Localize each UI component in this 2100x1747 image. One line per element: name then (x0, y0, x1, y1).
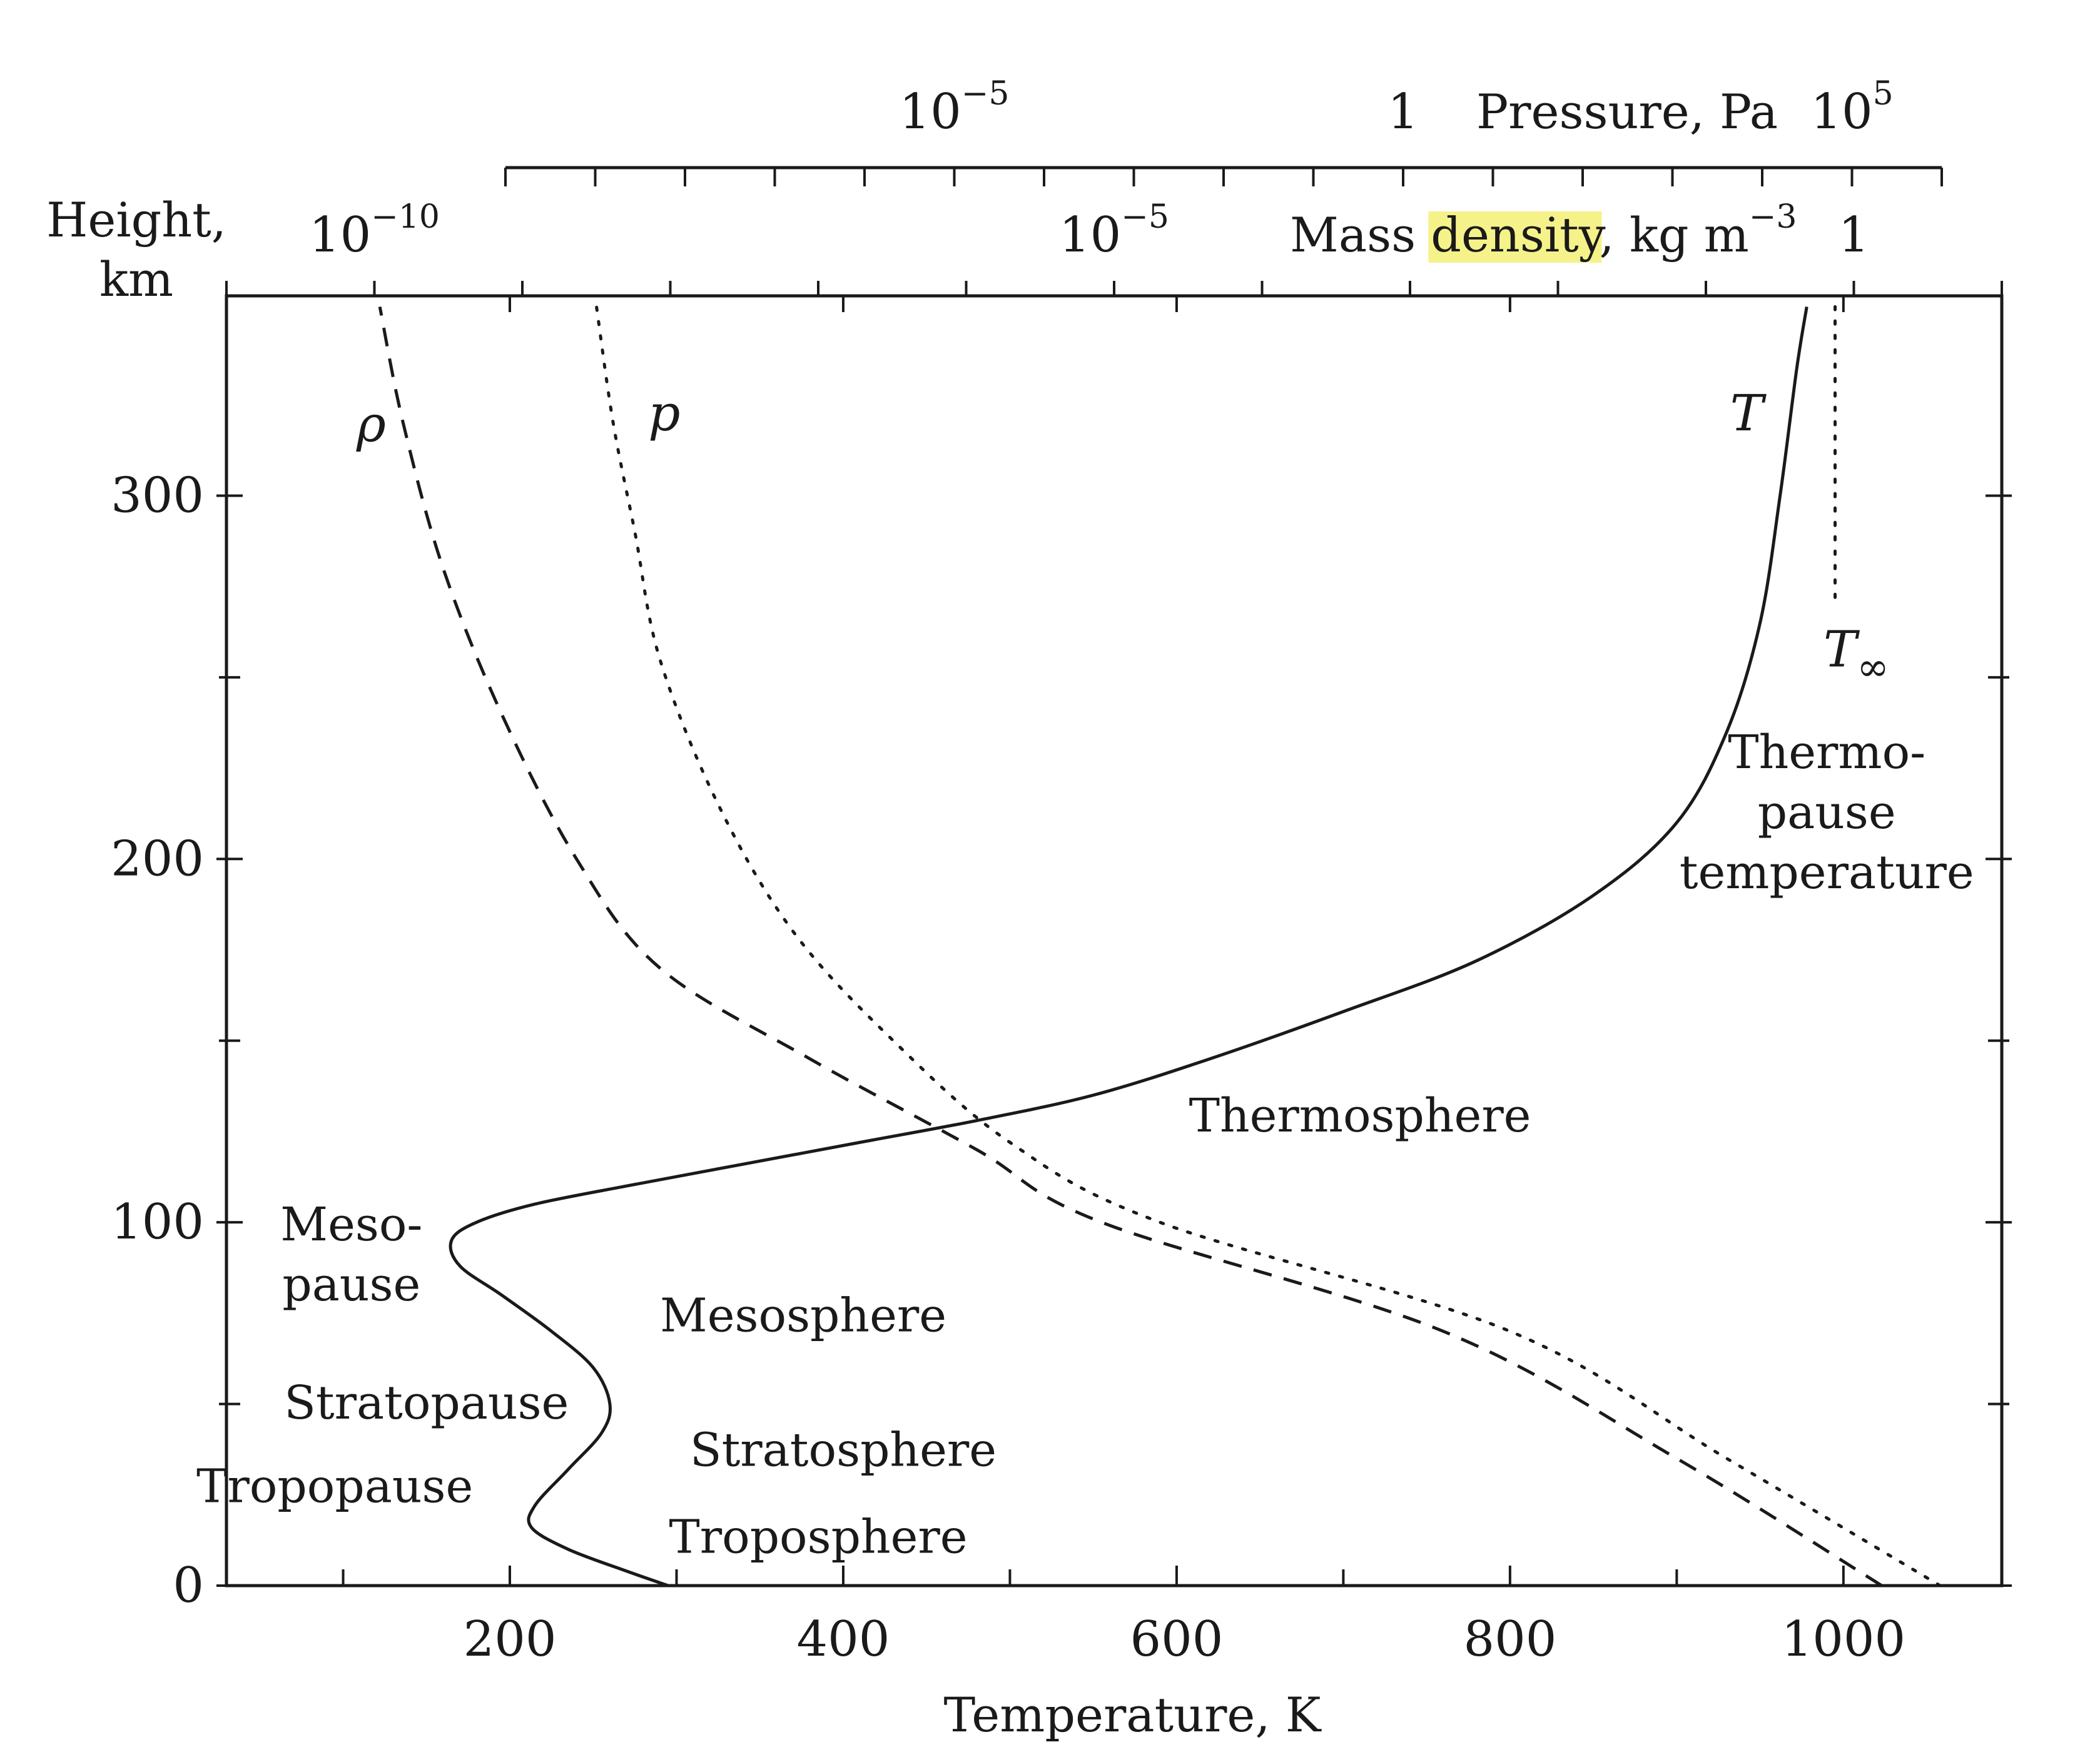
pressure-axis-title: Pressure, Pa (1476, 84, 1778, 139)
region-annotation: Stratosphere (690, 1423, 997, 1477)
density-tick-label: 10−5 (1059, 198, 1169, 263)
pressure-tick-label: 105 (1810, 75, 1893, 140)
region-annotation: pause (282, 1258, 420, 1312)
region-annotations: Thermo-pause temperature Thermosphere Meso-… (196, 726, 1974, 1564)
series-line-rho (378, 306, 1883, 1586)
region-annotation: Meso- (280, 1198, 422, 1252)
height-axis-title-line1: Height, (46, 192, 226, 248)
region-annotation: Stratopause (284, 1376, 569, 1430)
pressure-tick-label: 10−5 (900, 75, 1010, 140)
temperature-axis-title: Temperature, K (944, 1687, 1322, 1743)
series-line-t (449, 306, 1808, 1586)
temperature-tick-label: 800 (1463, 1611, 1556, 1668)
height-tick-label: 100 (111, 1194, 204, 1250)
region-annotation: Thermosphere (1189, 1089, 1531, 1143)
curve-label: ρ (356, 395, 386, 453)
region-annotation: Tropopause (196, 1459, 473, 1513)
density-axis-title: Mass density, kg m−3 (1290, 198, 1797, 263)
region-annotation: Mesosphere (660, 1289, 946, 1342)
region-annotation: Thermo- (1728, 726, 1925, 779)
temperature-axis: 200 400 600 800 1000 (342, 296, 1906, 1668)
height-axis: 0 100 200 300 (111, 467, 2012, 1614)
curves (378, 305, 1942, 1586)
temperature-tick-label: 600 (1130, 1611, 1223, 1668)
region-annotation: temperature (1680, 846, 1974, 899)
density-tick-label: 1 (1839, 207, 1870, 263)
temperature-tick-label: 200 (464, 1611, 557, 1668)
curve-labels: ρ p T T∞ (356, 384, 1889, 690)
density-tick-label: 10−10 (309, 198, 440, 263)
series-line-p (595, 305, 1942, 1586)
height-tick-label: 0 (173, 1557, 204, 1614)
height-tick-label: 200 (111, 831, 204, 887)
density-highlight (1428, 211, 1602, 263)
temperature-tick-label: 1000 (1782, 1611, 1906, 1668)
height-tick-label: 300 (111, 467, 204, 524)
region-annotation: Troposphere (669, 1511, 967, 1564)
density-pressure-axes: 10−10 10−5 1 10−5 1 105 (225, 75, 2003, 296)
height-axis-title-line2: km (99, 251, 173, 307)
region-annotation: pause (1758, 786, 1896, 839)
pressure-tick-label: 1 (1387, 84, 1419, 140)
temperature-tick-label: 400 (797, 1611, 890, 1668)
curve-label: p (648, 384, 680, 442)
curve-label: T (1730, 384, 1767, 442)
curve-label: T∞ (1824, 620, 1889, 689)
